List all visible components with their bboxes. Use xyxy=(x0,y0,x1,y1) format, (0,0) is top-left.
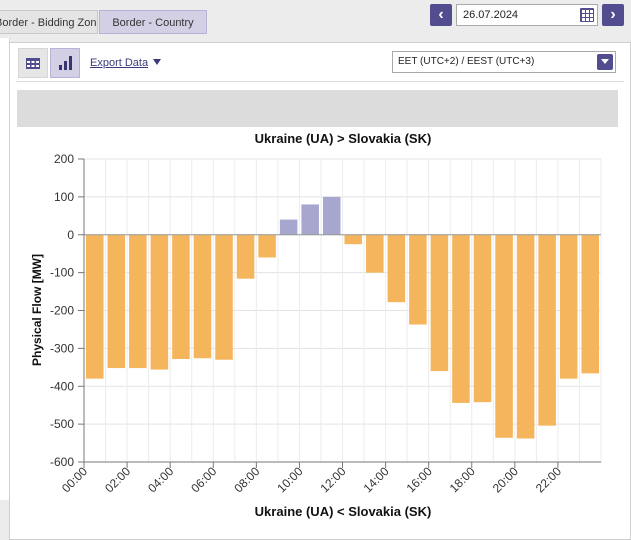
chevron-right-icon: › xyxy=(610,6,616,23)
bar-21:00 xyxy=(538,234,556,426)
y-tick-label: -600 xyxy=(50,455,74,469)
bar-01:00 xyxy=(107,234,126,369)
bar-11:00 xyxy=(322,196,341,235)
bar-16:00 xyxy=(430,234,449,372)
y-tick-label: -400 xyxy=(50,379,74,393)
table-view-icon xyxy=(26,58,40,69)
x-tick-label: 16:00 xyxy=(404,464,435,495)
bar-04:00 xyxy=(172,234,190,359)
bar-17:00 xyxy=(452,234,470,403)
bar-15:00 xyxy=(409,234,427,325)
timezone-select[interactable]: EET (UTC+2) / EEST (UTC+3) xyxy=(392,51,616,73)
y-tick-label: 0 xyxy=(67,228,74,242)
y-tick-label: 100 xyxy=(54,190,74,204)
bar-00:00 xyxy=(86,234,104,379)
bar-12:00 xyxy=(344,234,363,245)
x-tick-label: 14:00 xyxy=(361,464,392,495)
tab-border-bidding-zone[interactable]: Border - Bidding Zone xyxy=(0,10,98,34)
chevron-down-icon[interactable] xyxy=(597,54,613,70)
x-tick-label: 20:00 xyxy=(490,464,521,495)
y-tick-label: 200 xyxy=(54,152,74,166)
x-tick-label: 22:00 xyxy=(533,464,564,495)
table-view-button[interactable] xyxy=(18,48,48,78)
bar-10:00 xyxy=(301,204,319,235)
x-tick-label: 06:00 xyxy=(188,464,219,495)
bar-03:00 xyxy=(150,234,169,370)
export-data-link[interactable]: Export Data xyxy=(90,57,162,69)
next-day-button[interactable]: › xyxy=(602,4,624,26)
chart-bottom-title: Ukraine (UA) < Slovakia (SK) xyxy=(255,504,432,519)
x-tick-label: 02:00 xyxy=(102,464,133,495)
calendar-icon[interactable] xyxy=(580,8,594,22)
toolbar-divider xyxy=(16,81,624,82)
x-tick-label: 10:00 xyxy=(274,464,305,495)
bar-23:00 xyxy=(581,234,599,374)
x-tick-label: 04:00 xyxy=(145,464,176,495)
caret-down-icon xyxy=(153,59,162,65)
bar-19:00 xyxy=(495,234,513,438)
bar-20:00 xyxy=(516,234,535,439)
x-tick-label: 12:00 xyxy=(317,464,348,495)
bar-chart-icon xyxy=(59,56,72,70)
y-tick-label: -200 xyxy=(50,304,74,318)
export-data-label: Export Data xyxy=(90,57,149,69)
x-tick-label: 18:00 xyxy=(447,464,478,495)
bar-06:00 xyxy=(215,234,233,360)
y-tick-label: -500 xyxy=(50,417,74,431)
chevron-left-icon: ‹ xyxy=(438,6,444,23)
bar-18:00 xyxy=(473,234,492,403)
date-input[interactable]: 26.07.2024 xyxy=(456,4,598,26)
bar-13:00 xyxy=(366,234,384,273)
date-value: 26.07.2024 xyxy=(463,9,519,21)
x-tick-label: 08:00 xyxy=(231,464,262,495)
y-tick-label: -300 xyxy=(50,341,74,355)
previous-day-button[interactable]: ‹ xyxy=(430,4,452,26)
y-axis-label: Physical Flow [MW] xyxy=(30,254,44,366)
chart-title: Ukraine (UA) > Slovakia (SK) xyxy=(255,131,432,146)
bar-07:00 xyxy=(236,234,255,279)
bar-09:00 xyxy=(279,219,298,235)
tab-border-country[interactable]: Border - Country xyxy=(99,10,207,34)
timezone-selected-value: EET (UTC+2) / EEST (UTC+3) xyxy=(398,56,535,67)
bar-22:00 xyxy=(559,234,578,379)
bar-08:00 xyxy=(258,234,276,258)
info-bar xyxy=(17,90,618,127)
bar-02:00 xyxy=(129,234,147,369)
bar-05:00 xyxy=(193,234,212,359)
y-tick-label: -100 xyxy=(50,266,74,280)
chart-view-button[interactable] xyxy=(50,48,80,78)
bar-14:00 xyxy=(387,234,406,303)
